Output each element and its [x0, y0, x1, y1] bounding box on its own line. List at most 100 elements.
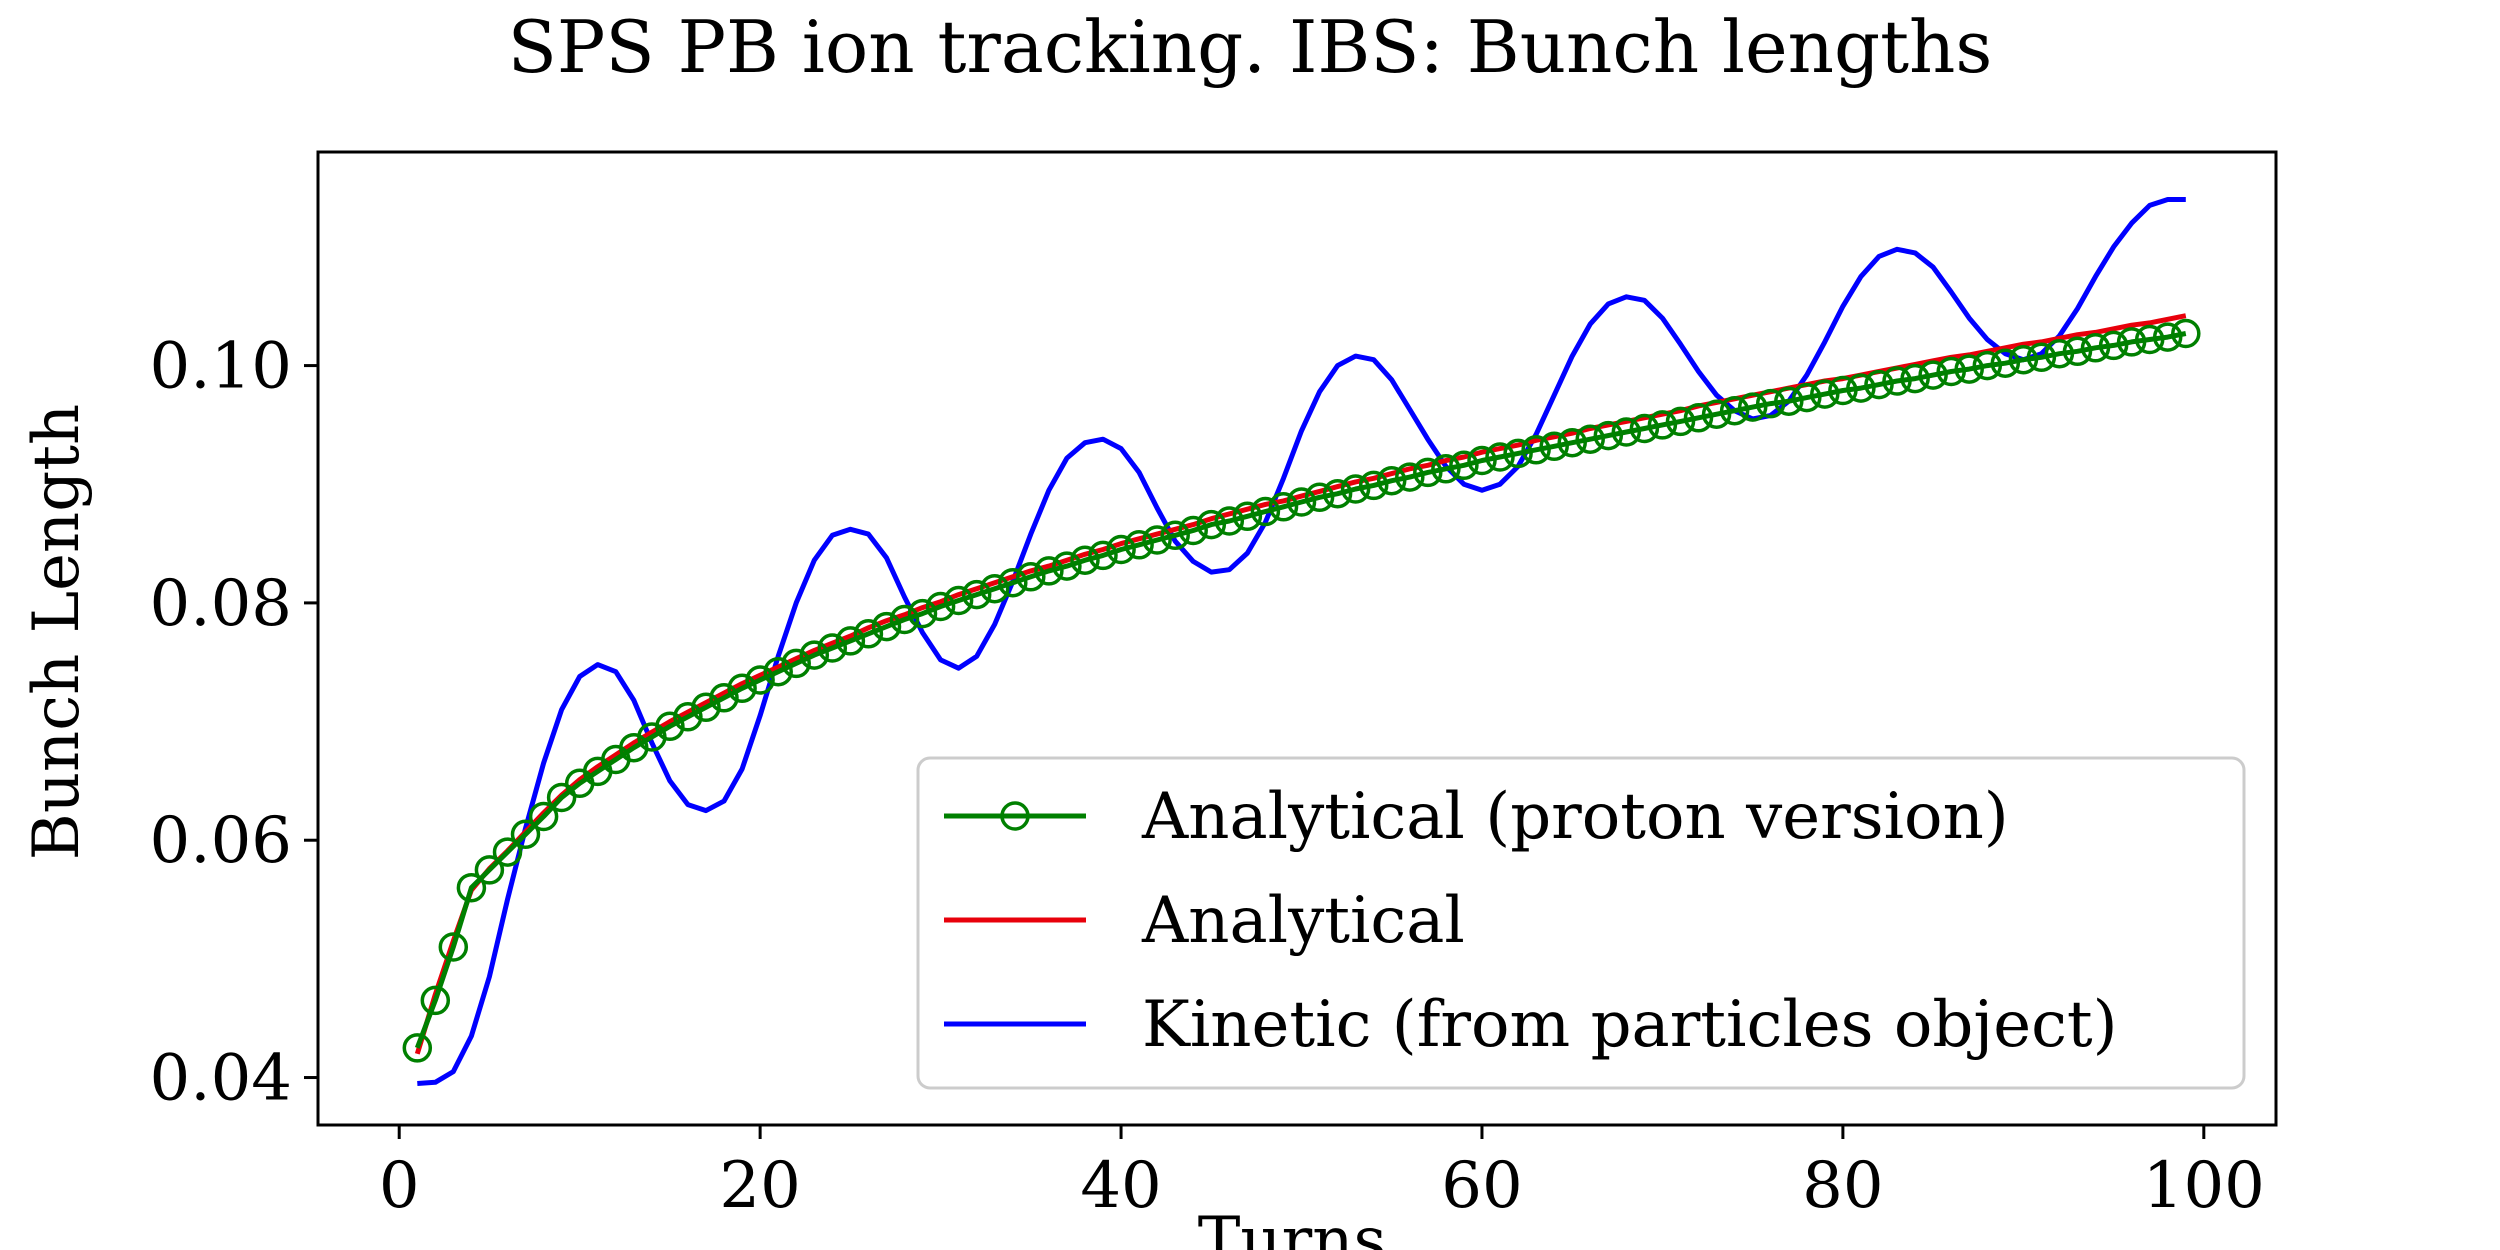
data-point — [709, 683, 739, 713]
data-point — [2171, 318, 2201, 349]
data-point — [1124, 530, 1154, 560]
data-point — [1719, 395, 1750, 426]
axes: 0 20 40 60 80 100 0.04 0.06 0.08 0.10 — [150, 150, 2278, 1223]
data-point — [1755, 388, 1786, 419]
x-axis-label: Turns — [1198, 1204, 1387, 1250]
data-point — [1358, 470, 1389, 501]
data-point — [1268, 492, 1299, 522]
x-tick-label: 60 — [1441, 1149, 1522, 1223]
data-point — [1304, 482, 1335, 513]
data-point — [1016, 562, 1046, 592]
y-tick-label: 0.06 — [150, 804, 293, 878]
data-point — [1557, 427, 1587, 458]
data-point — [1052, 551, 1082, 581]
legend: Analytical (proton version) Analytical Kin… — [916, 756, 2246, 1090]
data-point — [1467, 445, 1497, 476]
data-point — [799, 640, 830, 670]
data-point — [655, 711, 685, 742]
x-tick-label: 20 — [719, 1149, 800, 1223]
data-point — [1232, 501, 1263, 532]
data-point — [2116, 327, 2147, 357]
data-point — [998, 567, 1028, 598]
data-point — [1846, 373, 1876, 403]
data-point — [961, 579, 992, 610]
data-point — [925, 591, 956, 622]
data-point — [1936, 356, 1966, 387]
data-point — [1575, 424, 1605, 454]
data-point — [763, 656, 793, 687]
x-tick-label: 100 — [2143, 1149, 2265, 1223]
series-markers-0 — [402, 318, 2201, 1063]
data-point — [817, 633, 848, 663]
x-tick-label: 80 — [1802, 1149, 1883, 1223]
data-point — [2152, 322, 2183, 352]
data-point — [1196, 509, 1227, 540]
data-point — [1810, 379, 1840, 409]
data-point — [456, 872, 487, 903]
x-tick-label: 40 — [1080, 1149, 1161, 1223]
data-point — [1593, 420, 1624, 451]
data-point — [1954, 354, 1984, 384]
data-point — [1395, 462, 1425, 492]
data-point — [853, 619, 884, 649]
data-point — [2008, 344, 2039, 375]
data-point — [528, 801, 559, 832]
data-point — [1629, 413, 1660, 444]
legend-label-1: Analytical — [1141, 884, 1465, 958]
data-point — [1376, 465, 1407, 496]
data-point — [1665, 406, 1696, 437]
data-point — [1972, 350, 2003, 381]
data-point — [420, 985, 451, 1016]
data-point — [1106, 534, 1136, 565]
data-point — [1431, 454, 1461, 484]
data-point — [510, 819, 541, 850]
data-point — [691, 692, 721, 723]
data-point — [889, 604, 920, 635]
data-point — [727, 673, 757, 704]
data-point — [2062, 336, 2093, 367]
series-line-2 — [417, 197, 2186, 1086]
data-point — [1485, 442, 1515, 472]
data-point — [1214, 506, 1245, 536]
data-point — [907, 598, 938, 629]
data-point — [1611, 417, 1642, 447]
y-tick-label: 0.10 — [150, 330, 293, 404]
data-point — [1503, 438, 1533, 469]
data-point — [1340, 474, 1371, 504]
data-point — [1413, 457, 1443, 488]
data-point — [835, 626, 866, 656]
y-tick-label: 0.08 — [150, 567, 293, 641]
x-tick-label: 0 — [379, 1149, 420, 1223]
data-point — [781, 648, 811, 679]
legend-marker-0 — [1000, 801, 1030, 831]
data-point — [1088, 540, 1118, 571]
data-point — [1034, 556, 1064, 586]
data-point — [1070, 545, 1100, 575]
legend-label-0: Analytical (proton version) — [1141, 780, 2009, 854]
legend-label-2: Kinetic (from particles object) — [1142, 988, 2118, 1062]
data-point — [673, 702, 703, 732]
data-point — [2080, 333, 2111, 363]
data-point — [1539, 431, 1569, 462]
data-point — [474, 855, 505, 885]
data-point — [1250, 496, 1281, 527]
data-point — [1521, 435, 1551, 465]
data-point — [979, 573, 1010, 604]
y-tick-label: 0.04 — [150, 1042, 293, 1116]
data-point — [871, 611, 902, 642]
data-point — [2098, 330, 2129, 361]
data-point — [1882, 366, 1912, 396]
plot-frame — [316, 150, 2278, 1127]
data-point — [1792, 382, 1822, 413]
data-point — [1160, 520, 1190, 551]
data-point — [2026, 342, 2057, 373]
data-point — [1178, 515, 1208, 546]
chart-title: SPS PB ion tracking. IBS: Bunch lengths — [508, 5, 1993, 89]
data-point — [1286, 487, 1317, 517]
data-point — [1864, 369, 1894, 400]
data-point — [2044, 338, 2075, 369]
y-axis-label: Bunch Length — [20, 404, 94, 860]
data-point — [1322, 478, 1353, 509]
data-point — [745, 665, 775, 695]
data-point — [1737, 392, 1768, 422]
